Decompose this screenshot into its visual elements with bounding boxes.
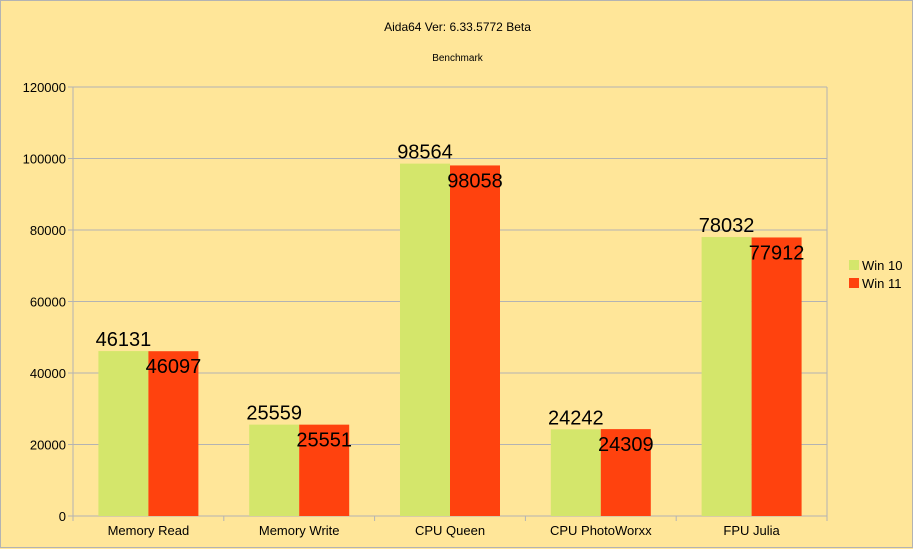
y-tick-label: 100000 xyxy=(23,152,66,167)
chart-title: Aida64 Ver: 6.33.5772 Beta xyxy=(384,20,531,34)
data-label: 46131 xyxy=(96,329,152,351)
bar xyxy=(98,351,149,516)
y-tick-label: 120000 xyxy=(23,80,66,95)
bar xyxy=(701,237,752,517)
bar xyxy=(751,237,802,516)
data-label: 25551 xyxy=(296,430,352,452)
y-tick-label: 80000 xyxy=(30,223,66,238)
data-label: 46097 xyxy=(146,356,202,378)
bar xyxy=(299,424,350,516)
x-tick-label: Memory Write xyxy=(259,523,340,538)
legend-swatch xyxy=(849,260,859,270)
x-tick-label: CPU PhotoWorxx xyxy=(550,523,652,538)
x-tick-label: CPU Queen xyxy=(415,523,485,538)
legend-label: Win 10 xyxy=(862,258,902,273)
bar xyxy=(450,165,500,516)
data-label: 78032 xyxy=(699,215,755,237)
x-tick-label: FPU Julia xyxy=(723,523,780,538)
data-label: 98058 xyxy=(447,170,503,192)
legend-swatch xyxy=(849,278,859,288)
bar xyxy=(400,163,450,516)
bar xyxy=(600,429,651,516)
y-tick-label: 60000 xyxy=(30,295,66,310)
y-tick-label: 0 xyxy=(59,509,66,524)
y-tick-label: 40000 xyxy=(30,366,66,381)
data-label: 24309 xyxy=(598,434,654,456)
chart-subtitle: Benchmark xyxy=(432,53,483,64)
bar xyxy=(550,429,601,516)
y-tick-label: 20000 xyxy=(30,438,66,453)
data-label: 25559 xyxy=(246,403,302,425)
legend-label: Win 11 xyxy=(862,276,902,291)
data-label: 77912 xyxy=(749,242,805,264)
bar xyxy=(148,351,199,516)
x-tick-label: Memory Read xyxy=(108,523,190,538)
data-label: 98564 xyxy=(397,142,453,164)
bar xyxy=(249,424,300,516)
data-label: 24242 xyxy=(548,407,604,429)
